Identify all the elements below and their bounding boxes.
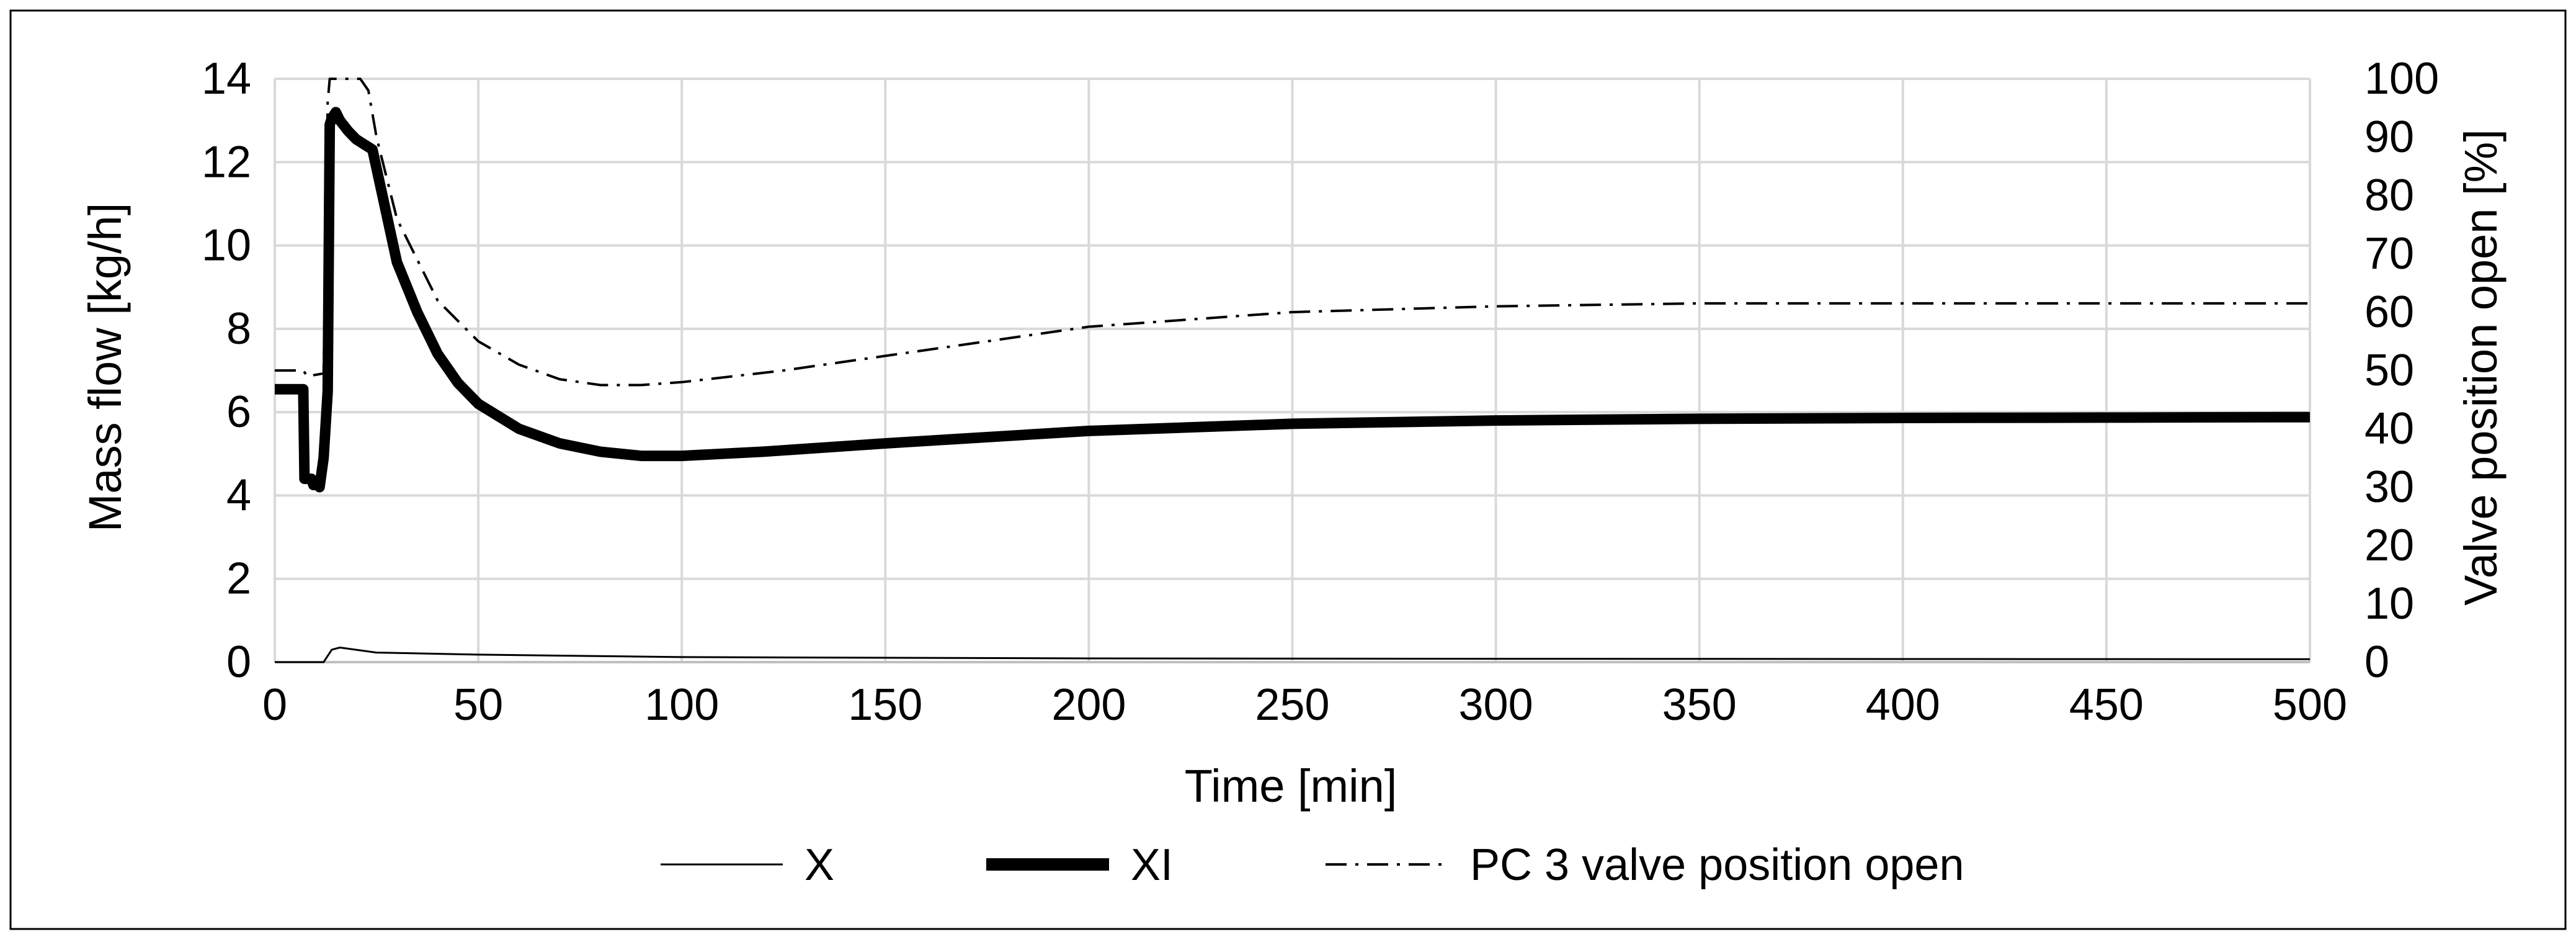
- series-line-x: [275, 647, 2311, 663]
- y2-tick-label: 80: [2364, 171, 2414, 220]
- x-tick-label: 500: [2273, 680, 2347, 730]
- y-tick-label: 12: [202, 137, 251, 187]
- y2-tick-label: 40: [2364, 404, 2414, 454]
- y-tick-label: 0: [226, 637, 251, 687]
- x-tick-label: 250: [1255, 680, 1329, 730]
- y-tick-label: 6: [226, 387, 251, 437]
- legend: X XI PC 3 valve position open: [661, 840, 1964, 890]
- y2-tick-label: 30: [2364, 462, 2414, 512]
- y-axis-label: Mass flow [kg/h]: [79, 203, 131, 532]
- x-tick-label: 50: [453, 680, 503, 730]
- legend-label-valve: PC 3 valve position open: [1470, 840, 1964, 890]
- x-axis-label: Time [min]: [1185, 760, 1397, 812]
- x-tick-label: 200: [1051, 680, 1126, 730]
- y2-tick-label: 100: [2364, 54, 2439, 104]
- series-layer: [275, 78, 2311, 663]
- y2-tick-label: 20: [2364, 521, 2414, 570]
- x-tick-label: 400: [1866, 680, 1940, 730]
- series-line-valve: [275, 78, 2310, 387]
- x-tick-label: 350: [1662, 680, 1737, 730]
- x-tick-label: 450: [2069, 680, 2144, 730]
- y2-axis-label: Valve position open [%]: [2455, 129, 2507, 606]
- chart-frame: [9, 9, 2567, 930]
- y2-tick-label: 0: [2364, 637, 2389, 687]
- y-tick-label: 14: [202, 54, 251, 104]
- x-tick-label: 0: [262, 680, 287, 730]
- y2-tick-label: 10: [2364, 579, 2414, 629]
- legend-label-xi: XI: [1131, 840, 1173, 890]
- y2-tick-label: 70: [2364, 229, 2414, 279]
- x-tick-label: 100: [644, 680, 719, 730]
- y-tick-label: 10: [202, 221, 251, 271]
- y2-tick-label: 90: [2364, 112, 2414, 162]
- x-tick-label: 300: [1459, 680, 1533, 730]
- x-tick-label: 150: [848, 680, 922, 730]
- y2-tick-label: 60: [2364, 287, 2414, 337]
- y-tick-label: 2: [226, 554, 251, 604]
- legend-label-x: X: [804, 840, 834, 890]
- y-tick-label: 4: [226, 470, 251, 520]
- y-tick-label: 8: [226, 304, 251, 354]
- y2-tick-label: 50: [2364, 346, 2414, 395]
- series-line-xi: [275, 107, 2311, 493]
